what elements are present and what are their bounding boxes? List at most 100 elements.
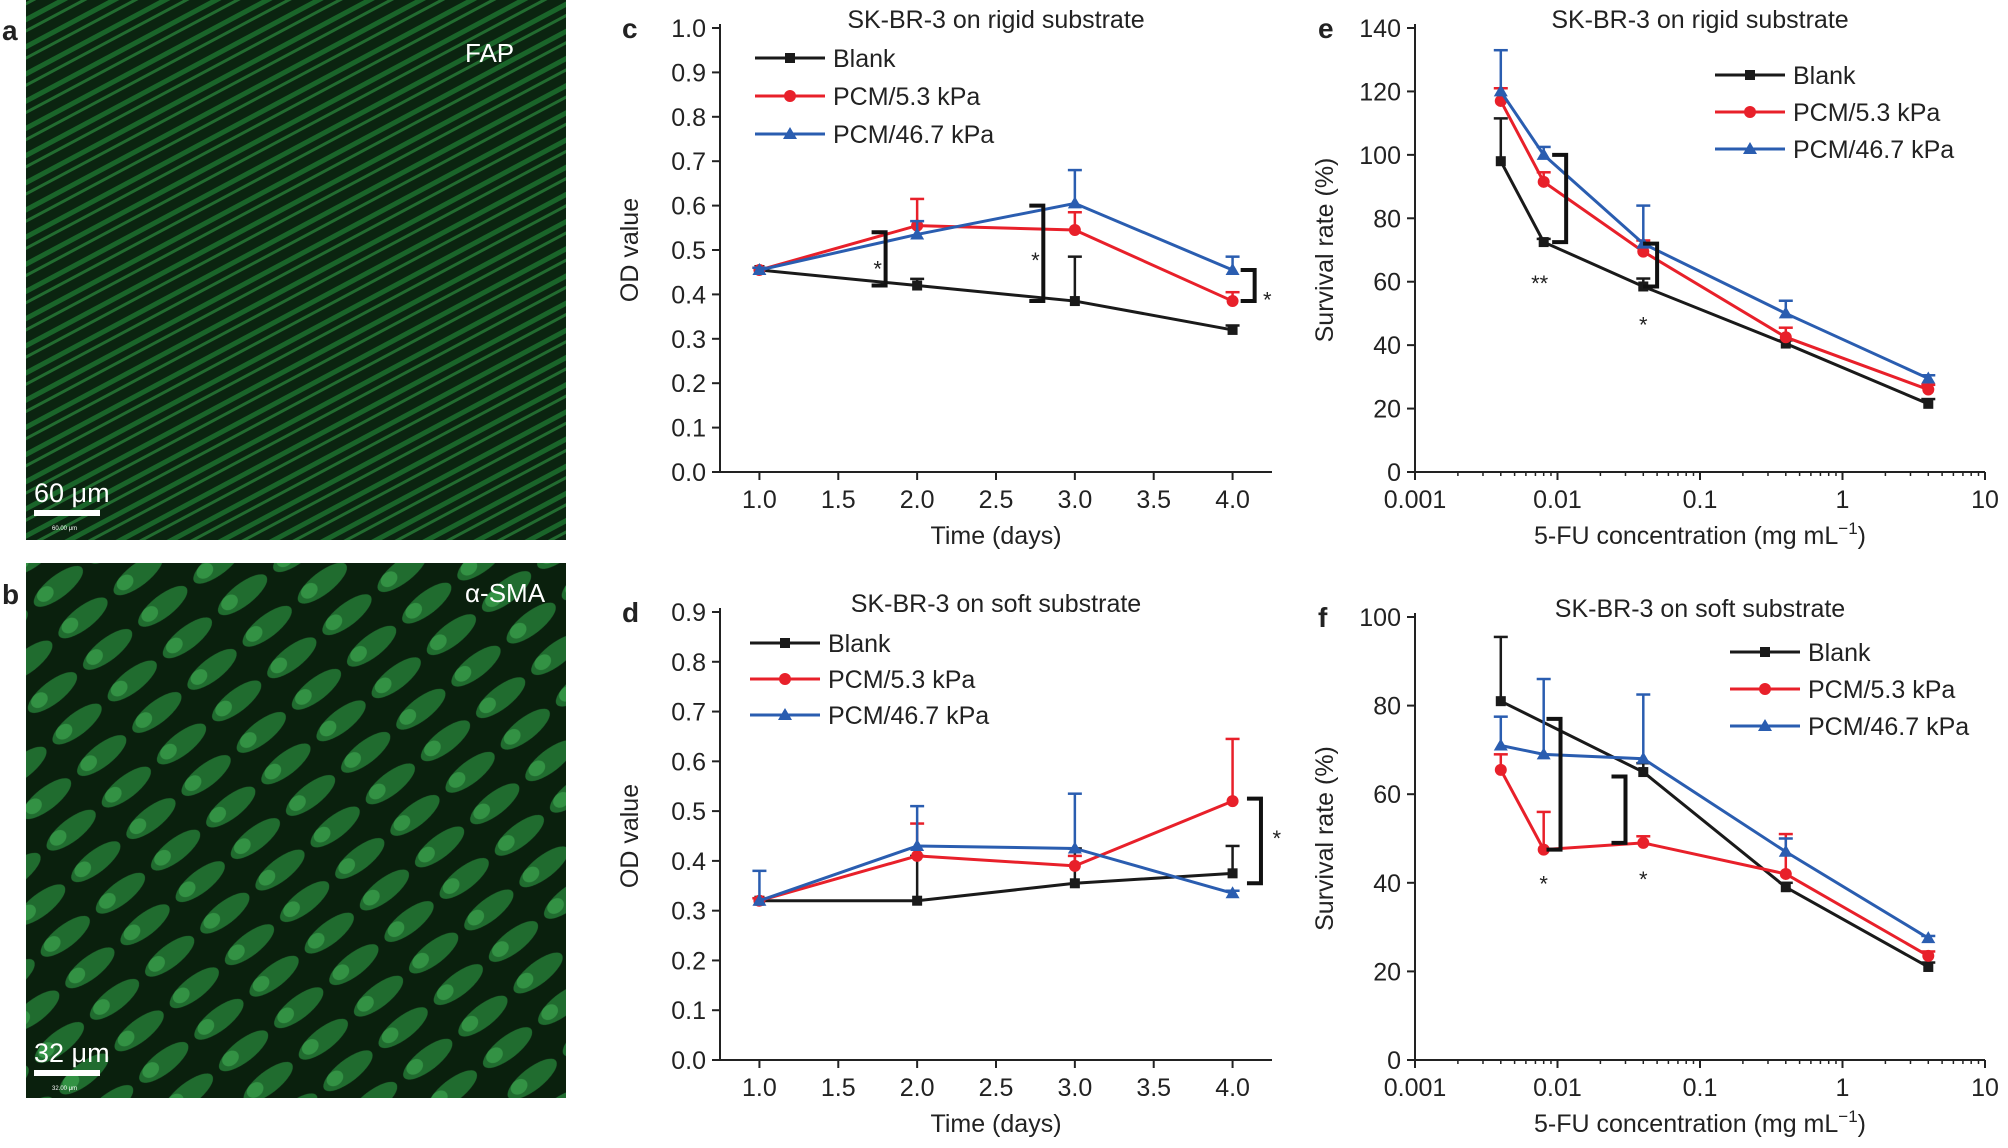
x-tick-label: 0.01 xyxy=(1533,1074,1582,1102)
y-axis-label: OD value xyxy=(616,784,644,888)
panel-letter-f: f xyxy=(1318,602,1328,633)
data-point xyxy=(1921,931,1936,944)
significance-bracket xyxy=(1246,796,1263,886)
x-axis-label: Time (days) xyxy=(930,1110,1061,1138)
data-point xyxy=(1923,398,1934,409)
series-pcm-5-3-kpa xyxy=(752,737,1240,907)
series-blank xyxy=(752,844,1240,906)
y-tick-label: 60 xyxy=(1373,269,1401,297)
significance-bracket xyxy=(1029,203,1046,304)
legend-label: PCM/5.3 kPa xyxy=(828,666,975,694)
data-point xyxy=(1494,763,1507,776)
data-point xyxy=(1922,383,1935,396)
y-tick-label: 20 xyxy=(1373,958,1401,986)
x-tick-label: 0.001 xyxy=(1384,1074,1447,1102)
y-tick-label: 60 xyxy=(1373,781,1401,809)
y-tick-label: 140 xyxy=(1359,15,1401,43)
series-line xyxy=(1499,769,1930,958)
legend-marker xyxy=(784,90,796,102)
data-point xyxy=(1778,844,1793,857)
y-tick-label: 40 xyxy=(1373,870,1401,898)
y-tick-label: 0.6 xyxy=(671,193,706,221)
series-blank xyxy=(1493,635,1936,972)
panel-a: a FAP 60 μm 60.00 μm xyxy=(2,0,566,540)
chart-title: SK-BR-3 on rigid substrate xyxy=(847,6,1144,34)
legend-marker xyxy=(783,127,797,139)
significance-star: * xyxy=(1539,872,1548,897)
data-point xyxy=(1778,306,1793,319)
y-tick-label: 0.2 xyxy=(671,947,706,975)
data-point xyxy=(1921,371,1936,384)
data-point xyxy=(1779,331,1792,344)
x-tick-label: 0.01 xyxy=(1533,486,1582,514)
x-axis-label: 5-FU concentration (mg mL−1) xyxy=(1534,519,1866,550)
significance-star: ** xyxy=(1531,271,1549,296)
significance-star: * xyxy=(873,257,882,282)
legend: Blank PCM/5.3 kPa PCM/46.7 kPa xyxy=(750,630,989,730)
y-tick-label: 0.4 xyxy=(671,848,706,876)
series-line xyxy=(759,799,1234,903)
legend-marker xyxy=(779,673,791,685)
data-point xyxy=(752,262,767,275)
data-point xyxy=(1493,84,1508,97)
legend-label: PCM/5.3 kPa xyxy=(1793,99,1940,127)
legend-marker xyxy=(778,708,792,720)
x-tick-label: 1.0 xyxy=(742,1074,777,1102)
x-tick-label: 3.0 xyxy=(1057,486,1092,514)
scalebar-tiny-a: 60.00 μm xyxy=(52,526,77,532)
y-tick-label: 80 xyxy=(1373,205,1401,233)
significance-bracket xyxy=(1546,716,1563,852)
panel-letter-d: d xyxy=(622,597,639,628)
y-tick-label: 0.1 xyxy=(671,997,706,1025)
series-pcm-46-7-kpa xyxy=(752,792,1240,906)
x-axis-label-sup: −1 xyxy=(1838,1107,1857,1126)
y-tick-label: 0.5 xyxy=(671,237,706,265)
data-point xyxy=(1067,841,1082,854)
significance-bracket xyxy=(1552,152,1569,245)
significance-bracket xyxy=(1240,267,1257,304)
x-tick-label: 1 xyxy=(1836,486,1850,514)
series-line xyxy=(1500,744,1930,940)
data-point xyxy=(1069,878,1080,889)
x-tick-label: 4.0 xyxy=(1215,486,1250,514)
data-point xyxy=(1493,738,1508,751)
significance-star: * xyxy=(1639,867,1648,892)
series-line xyxy=(759,224,1234,303)
significance-star: * xyxy=(1639,312,1648,337)
y-tick-label: 1.0 xyxy=(671,15,706,43)
panel-letter-a: a xyxy=(2,15,18,46)
y-tick-label: 0.9 xyxy=(671,59,706,87)
data-point xyxy=(1538,237,1549,248)
series-line xyxy=(1500,699,1930,969)
x-tick-label: 2.0 xyxy=(900,1074,935,1102)
y-tick-label: 0.1 xyxy=(671,415,706,443)
legend-marker xyxy=(785,53,795,63)
x-axis-label-end: ) xyxy=(1858,522,1866,550)
data-point xyxy=(1495,156,1506,167)
series-pcm-5-3-kpa xyxy=(1493,753,1936,962)
legend-label: PCM/46.7 kPa xyxy=(833,121,994,149)
chart-title: SK-BR-3 on rigid substrate xyxy=(1551,6,1848,34)
y-axis-label: Survival rate (%) xyxy=(1311,746,1339,931)
x-tick-label: 2.5 xyxy=(979,486,1014,514)
x-axis-label-end: ) xyxy=(1858,1110,1866,1138)
significance-star: * xyxy=(1031,248,1040,273)
series-pcm-46-7-kpa xyxy=(752,168,1240,275)
x-tick-label: 0.1 xyxy=(1683,1074,1718,1102)
panel-letter-c: c xyxy=(622,13,638,44)
data-point xyxy=(1226,295,1239,308)
data-point xyxy=(1069,296,1080,307)
legend-label: Blank xyxy=(1808,639,1871,667)
x-tick-label: 4.0 xyxy=(1215,1074,1250,1102)
data-point xyxy=(1779,867,1792,880)
x-tick-label: 10 xyxy=(1971,486,1999,514)
y-tick-label: 0.7 xyxy=(671,148,706,176)
legend-marker xyxy=(1760,647,1770,657)
legend-marker xyxy=(1745,70,1755,80)
chart-d: d 0.0 0.1 0.2 0.3 0.4 0.5 0.6 0.7 0.8 0.9 1.0 1.5 2.0… xyxy=(616,590,1281,1138)
y-tick-label: 0.2 xyxy=(671,370,706,398)
data-point xyxy=(1537,843,1550,856)
significance-star: * xyxy=(1263,288,1272,313)
data-point xyxy=(1780,882,1791,893)
